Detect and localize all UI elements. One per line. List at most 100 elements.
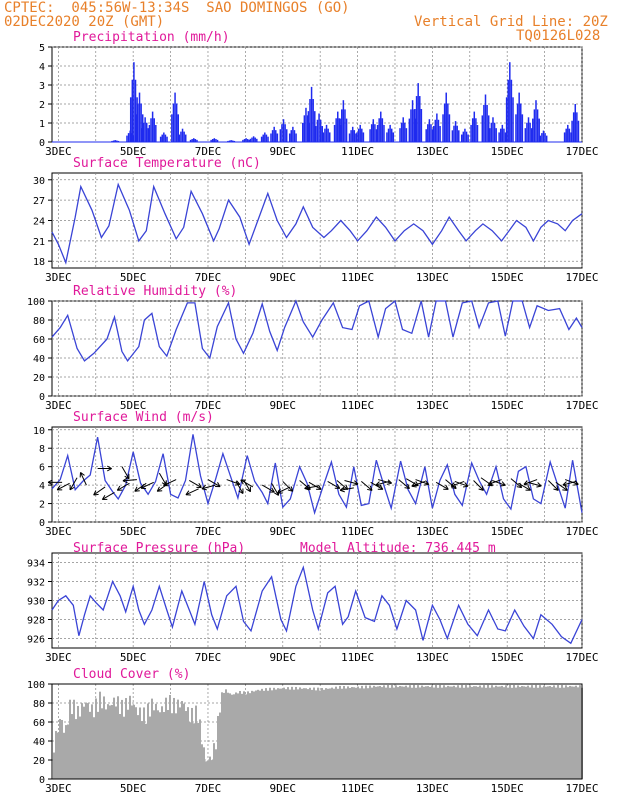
y-tick-label: 20 — [33, 373, 45, 384]
cloud-bar — [129, 695, 131, 779]
cloud-bar — [191, 707, 193, 779]
precip-bar — [487, 115, 490, 142]
panel-frame — [51, 300, 583, 397]
cloud-bar — [135, 707, 137, 779]
precip-bar — [184, 134, 187, 142]
precip-bar — [316, 119, 319, 142]
wind-arrow — [117, 482, 130, 491]
cloud-bar — [407, 687, 409, 779]
cloud-bar — [301, 688, 303, 779]
cloud-bar — [255, 690, 257, 779]
precip-bar — [516, 103, 519, 142]
cloud-bar — [569, 685, 571, 779]
precip-bar — [370, 124, 373, 142]
x-tick-label: 13DEC — [416, 525, 449, 538]
wind-arrow-head — [134, 490, 140, 492]
cloud-bar — [269, 687, 271, 779]
precip-bar — [153, 118, 155, 142]
cloud-bar — [331, 687, 333, 779]
precip-bar — [486, 104, 488, 142]
cloud-bar — [451, 686, 453, 779]
precip-bar — [392, 132, 395, 142]
precip-bar — [137, 103, 139, 142]
precip-bar — [576, 112, 578, 142]
x-tick-label: 11DEC — [341, 651, 374, 664]
cloud-bar — [385, 687, 387, 779]
cloud-bar — [345, 688, 347, 779]
cloud-bar — [477, 686, 479, 779]
cloud-bar — [531, 685, 533, 779]
precip-bar — [577, 120, 580, 142]
cloud-bar — [87, 703, 89, 779]
cloud-bar — [325, 688, 327, 779]
x-tick-label: 17DEC — [565, 525, 598, 538]
cloud-bar — [343, 685, 345, 779]
cloud-bar — [409, 685, 411, 779]
precip-bar — [414, 109, 416, 142]
precip-bar — [243, 139, 246, 142]
cloud-bar — [467, 687, 469, 779]
precip-bar — [328, 132, 331, 142]
precip-bar — [290, 130, 293, 142]
precip-bar — [249, 138, 252, 142]
precip-bar — [196, 139, 198, 142]
station-header: CPTEC: 045:56W-13:34S SAO DOMINGOS (GO) — [4, 0, 350, 16]
cloud-bar — [449, 686, 451, 779]
cloud-bar — [163, 712, 165, 779]
cloud-bar — [85, 702, 87, 779]
y-tick-label: 0 — [39, 138, 45, 149]
y-tick-label: 3 — [39, 81, 45, 92]
cloud-bar — [189, 722, 191, 779]
precip-bar — [248, 139, 251, 142]
cloud-bar — [111, 704, 113, 779]
cloud-bar — [173, 697, 175, 779]
cloud-bar — [359, 688, 361, 779]
x-tick-label: 5DEC — [120, 145, 147, 158]
cloud-bar — [475, 686, 477, 779]
cloud-bar — [307, 689, 309, 779]
cloud-bar — [485, 687, 487, 779]
precip-bar — [484, 94, 487, 142]
precip-bar — [307, 111, 310, 142]
precip-bar — [211, 139, 214, 142]
x-tick-label: 9DEC — [270, 651, 297, 664]
cloud-bar — [393, 687, 395, 779]
panel-title: Precipitation (mm/h) — [73, 30, 230, 45]
grid-note: Vertical Grid Line: 20Z — [414, 14, 608, 30]
x-tick-label: 17DEC — [565, 399, 598, 412]
x-tick-label: 15DEC — [491, 525, 524, 538]
precip-bar — [570, 132, 572, 142]
wind-arrow-head — [481, 485, 484, 491]
precip-bar — [471, 118, 474, 142]
precip-bar — [126, 135, 128, 142]
cloud-bar — [251, 690, 253, 779]
cloud-bar — [459, 687, 461, 779]
cloud-bar — [157, 710, 159, 779]
cloud-bar — [97, 711, 99, 779]
y-tick-label: 930 — [27, 597, 45, 608]
wind-arrow — [201, 484, 216, 490]
cloud-bar — [67, 724, 69, 779]
cloud-bar — [529, 687, 531, 779]
cloud-bar — [235, 692, 237, 779]
precip-bar — [227, 140, 229, 142]
cloud-bar — [499, 686, 501, 779]
wind-arrow-head — [354, 480, 359, 485]
cloud-bar — [65, 725, 67, 779]
cloud-bar — [229, 693, 231, 779]
precip-bar — [264, 132, 266, 142]
wind-arrow-head — [527, 485, 531, 491]
cloud-bar — [253, 691, 255, 779]
wind-arrow — [547, 480, 559, 491]
precip-bar — [568, 128, 571, 142]
cloud-bar — [95, 698, 97, 779]
cloud-bar — [115, 706, 117, 779]
wind-arrow-head — [523, 480, 528, 485]
x-tick-label: 3DEC — [45, 651, 72, 664]
x-tick-label: 11DEC — [341, 145, 374, 158]
cloud-bar — [373, 685, 375, 779]
precip-bar — [400, 122, 403, 142]
y-tick-label: 926 — [27, 635, 45, 646]
wind-arrow-head — [198, 482, 202, 488]
cloud-bar — [439, 684, 441, 779]
